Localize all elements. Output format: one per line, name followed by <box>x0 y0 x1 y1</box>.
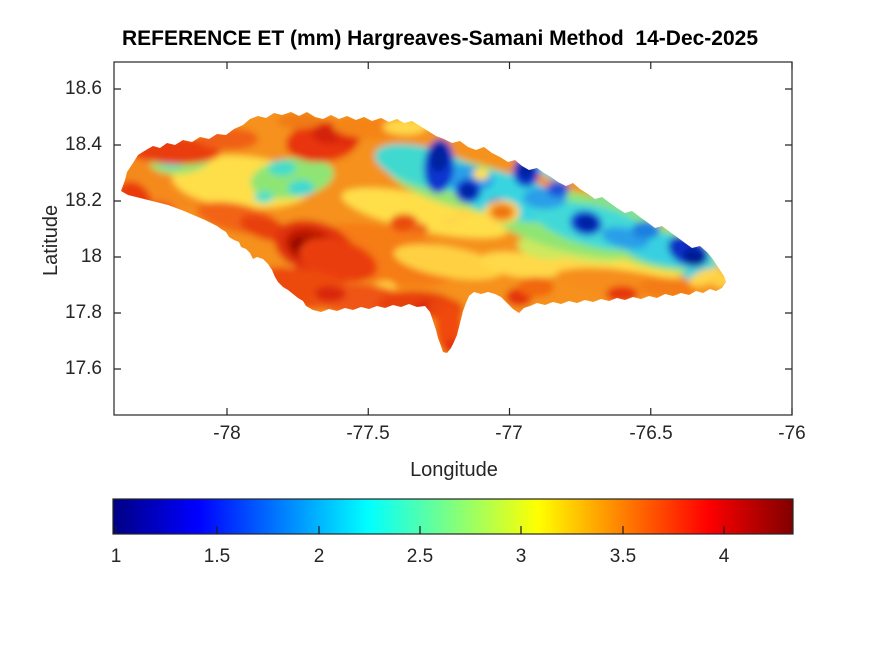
y-axis-label: Latitude <box>40 204 62 276</box>
x-tick-label: -78 <box>213 423 241 444</box>
colorbar-ticks <box>115 526 725 534</box>
colorbar <box>112 498 794 535</box>
y-tick-label: 18 <box>80 246 102 267</box>
x-axis-label: Longitude <box>410 459 498 481</box>
y-tick-label: 17.6 <box>65 358 102 379</box>
y-tick-label: 18.4 <box>65 134 102 155</box>
colorbar-tick-label: 2.5 <box>406 546 434 567</box>
colorbar-tick-label: 3 <box>515 546 527 567</box>
colorbar-tick-label: 4 <box>718 546 730 567</box>
colorbar-tick-label: 2 <box>313 546 325 567</box>
colorbar-tick-label: 3.5 <box>609 546 637 567</box>
colorbar-tick-label: 1.5 <box>203 546 231 567</box>
plot-title: REFERENCE ET (mm) Hargreaves-Samani Meth… <box>121 27 759 50</box>
axes-ticks <box>114 62 793 415</box>
y-tick-label: 17.8 <box>65 302 102 323</box>
x-tick-label: -77 <box>495 423 523 444</box>
axes-box <box>113 61 793 416</box>
x-tick-label: -77.5 <box>346 423 390 444</box>
colorbar-tick-label: 1 <box>110 546 122 567</box>
jamaica-et-map <box>121 112 726 353</box>
y-tick-label: 18.2 <box>65 190 102 211</box>
x-tick-label: -76.5 <box>629 423 673 444</box>
y-tick-label: 18.6 <box>65 78 102 99</box>
x-tick-label: -76 <box>778 423 806 444</box>
